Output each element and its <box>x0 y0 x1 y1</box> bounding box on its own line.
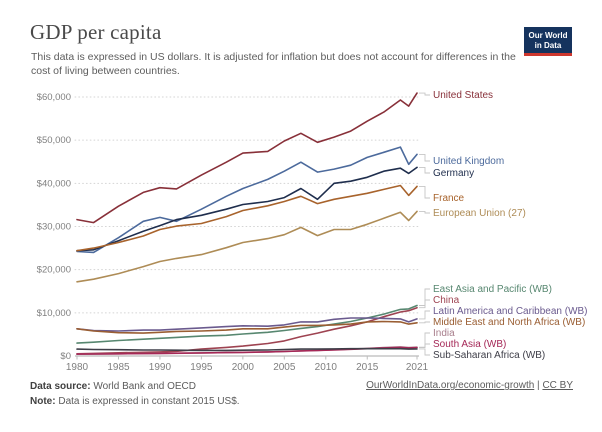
label-leader-line <box>419 210 430 214</box>
series-line-european-union-27[interactable] <box>76 210 418 283</box>
x-axis-tick-label: 2010 <box>315 362 338 373</box>
y-axis-tick-label: $40,000 <box>37 178 71 189</box>
series-label-china[interactable]: China <box>433 295 460 306</box>
series-line-united-kingdom[interactable] <box>76 146 418 254</box>
label-leader-line <box>419 153 430 162</box>
data-source-text: World Bank and OECD <box>90 381 196 392</box>
label-leader-line <box>419 343 430 348</box>
series-label-european-union-27[interactable]: European Union (27) <box>433 208 526 219</box>
x-axis-tick-label: 1990 <box>149 362 172 373</box>
label-leader-line <box>419 348 430 356</box>
series-label-germany[interactable]: Germany <box>433 168 474 179</box>
series-line-east-asia-and-pacific-wb[interactable] <box>76 304 418 344</box>
series-label-france[interactable]: France <box>433 193 465 204</box>
owid-logo-line2: in Data <box>534 40 562 50</box>
x-axis-tick-label: 2015 <box>356 362 379 373</box>
x-axis-tick-label: 1985 <box>107 362 130 373</box>
label-leader-line <box>419 288 430 306</box>
y-axis-tick-label: $60,000 <box>37 92 71 103</box>
series-line-germany[interactable] <box>76 166 418 252</box>
y-axis-tick-label: $50,000 <box>37 135 71 146</box>
owid-economic-growth-link[interactable]: OurWorldInData.org/economic-growth <box>366 380 535 391</box>
x-axis-tick-label: 2005 <box>273 362 296 373</box>
series-label-sub-saharan-africa-wb[interactable]: Sub-Saharan Africa (WB) <box>433 350 545 361</box>
y-axis-tick-label: $10,000 <box>37 308 71 319</box>
data-source-line: Data source: World Bank and OECD <box>30 379 240 394</box>
series-label-latin-america-and-caribbean-wb[interactable]: Latin America and Caribbean (WB) <box>433 306 588 317</box>
label-leader-line <box>419 321 430 324</box>
data-source-label: Data source: <box>30 381 91 392</box>
series-label-united-states[interactable]: United States <box>433 90 493 101</box>
note-line: Note: Data is expressed in constant 2015… <box>30 394 240 409</box>
series-line-united-states[interactable] <box>76 92 418 224</box>
x-axis-tick-label: 1980 <box>66 362 89 373</box>
series-label-south-asia-wb[interactable]: South Asia (WB) <box>433 339 506 350</box>
x-axis-tick-label: 1995 <box>190 362 213 373</box>
y-axis-tick-label: $0 <box>60 351 71 362</box>
owid-logo-line1: Our World <box>528 31 568 40</box>
x-axis-tick-label: 2021 <box>406 362 429 373</box>
label-leader-line <box>419 310 430 320</box>
owid-logo[interactable]: Our World in Data <box>524 27 572 57</box>
note-text: Data is expressed in constant 2015 US$. <box>55 396 240 407</box>
link-separator: | <box>534 380 543 391</box>
label-leader-line <box>419 92 430 96</box>
series-line-latin-america-and-caribbean-wb[interactable] <box>76 317 418 332</box>
series-label-india[interactable]: India <box>433 328 455 339</box>
label-leader-line <box>419 299 430 309</box>
label-leader-line <box>419 332 430 348</box>
series-line-middle-east-and-north-africa-wb[interactable] <box>76 320 418 334</box>
chart-subtitle: This data is expressed in US dollars. It… <box>31 51 516 77</box>
note-label: Note: <box>30 396 56 407</box>
series-label-east-asia-and-pacific-wb[interactable]: East Asia and Pacific (WB) <box>433 284 552 295</box>
series-line-france[interactable] <box>76 184 418 252</box>
y-axis-tick-label: $20,000 <box>37 265 71 276</box>
series-line-sub-saharan-africa-wb[interactable] <box>76 347 418 352</box>
footer-source-note: Data source: World Bank and OECD Note: D… <box>30 379 240 409</box>
series-label-united-kingdom[interactable]: United Kingdom <box>433 156 504 167</box>
label-leader-line <box>419 166 430 174</box>
label-leader-line <box>419 185 430 199</box>
y-axis-tick-label: $30,000 <box>37 222 71 233</box>
cc-by-license-link[interactable]: CC BY <box>542 380 573 391</box>
page-title: GDP per capita <box>30 20 162 44</box>
footer-links: OurWorldInData.org/economic-growth | CC … <box>366 380 573 391</box>
x-axis-tick-label: 2000 <box>232 362 255 373</box>
series-label-middle-east-and-north-africa-wb[interactable]: Middle East and North Africa (WB) <box>433 317 585 328</box>
